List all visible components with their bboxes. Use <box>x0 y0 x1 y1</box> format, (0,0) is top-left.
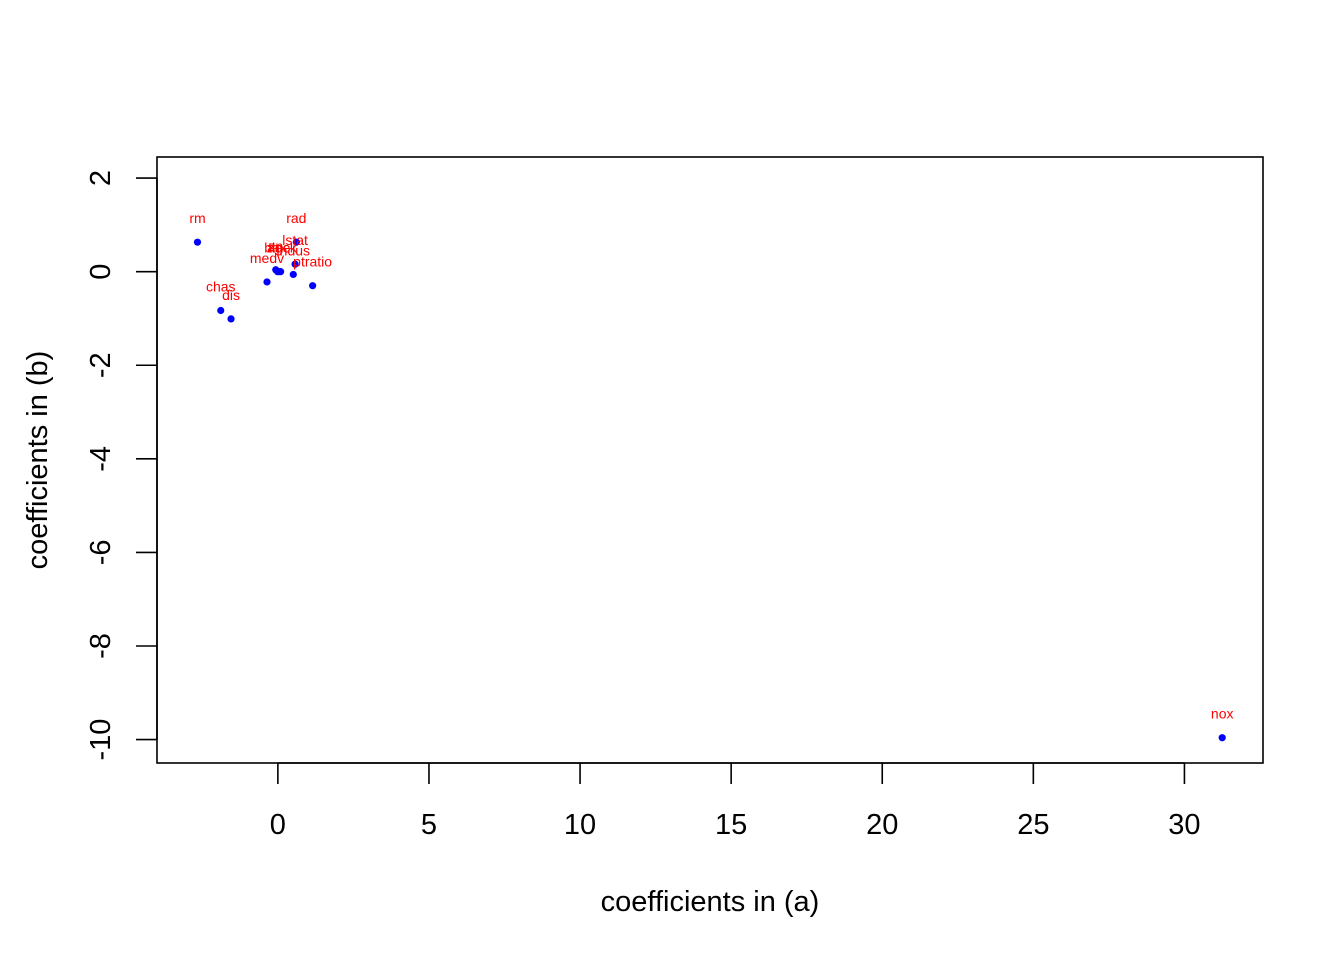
data-point-dis <box>227 315 235 323</box>
y-tick-label: 2 <box>85 170 117 186</box>
point-label-age: age <box>267 240 291 256</box>
data-points <box>193 238 1226 742</box>
plot-frame <box>156 156 1264 764</box>
point-label-zn: zn <box>268 238 283 254</box>
y-tick-label: -8 <box>85 633 117 659</box>
data-point-rm <box>193 238 202 246</box>
data-point-nox <box>1218 734 1226 742</box>
data-point-indus <box>289 270 297 279</box>
x-axis: 0 5 10 15 20 25 30 <box>270 762 1201 841</box>
point-label-lstat: lstat <box>282 232 308 248</box>
point-label-medv: medv <box>250 250 284 266</box>
y-axis: -10 -8 -6 -4 -2 0 2 <box>85 170 158 761</box>
point-label-nox: nox <box>1211 706 1234 722</box>
point-label-indus: indus <box>277 242 310 258</box>
y-tick-label: -4 <box>85 446 117 472</box>
data-point-lstat <box>291 260 299 268</box>
x-tick-label: 5 <box>421 809 437 841</box>
x-tick-label: 20 <box>866 809 898 841</box>
point-label-rad: rad <box>286 210 306 226</box>
point-label-chas: chas <box>206 278 236 294</box>
data-point-black <box>276 268 285 276</box>
data-point-ptratio <box>309 282 317 290</box>
x-tick-label: 10 <box>564 809 596 841</box>
data-point-medv <box>263 278 271 286</box>
x-tick-label: 25 <box>1017 809 1049 841</box>
point-label-black: black <box>264 240 298 256</box>
y-tick-label: -6 <box>85 540 117 566</box>
y-axis-title: coefficients in (b) <box>22 351 54 570</box>
point-label-tax: tax <box>268 240 287 256</box>
y-tick-label: 0 <box>85 264 117 280</box>
x-axis-title: coefficients in (a) <box>601 886 820 918</box>
point-label-ptratio: ptratio <box>293 254 332 270</box>
y-tick-label: -2 <box>85 352 117 378</box>
x-tick-label: 15 <box>715 809 747 841</box>
point-label-dis: dis <box>222 287 240 303</box>
x-tick-label: 30 <box>1168 809 1200 841</box>
point-label-rm: rm <box>189 210 205 226</box>
y-tick-label: -10 <box>85 719 117 761</box>
x-tick-label: 0 <box>270 809 286 841</box>
data-point-chas <box>217 306 225 315</box>
data-point-rad <box>292 238 300 246</box>
